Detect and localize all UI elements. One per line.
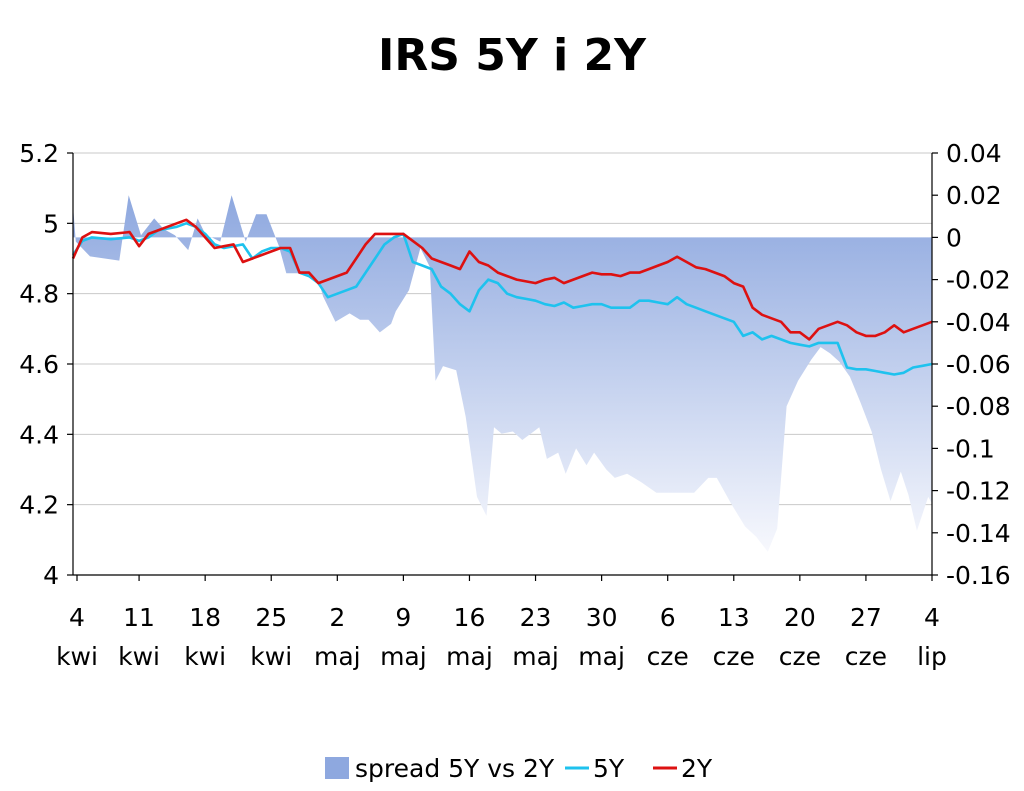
- x-tick-label-day: 23: [520, 603, 552, 632]
- y-right-tick-label: -0.16: [946, 561, 1011, 590]
- y-right-tick-label: 0: [946, 223, 962, 252]
- x-tick-label-month: kwi: [56, 642, 98, 671]
- x-tick-label-day: 2: [329, 603, 345, 632]
- x-tick-label-month: kwi: [184, 642, 226, 671]
- y-right-tick-label: -0.14: [946, 519, 1011, 548]
- x-tick-label-day: 27: [850, 603, 882, 632]
- x-tick-label-month: kwi: [250, 642, 292, 671]
- x-tick-label-month: maj: [512, 642, 559, 671]
- x-tick-label-day: 11: [123, 603, 155, 632]
- x-tick-label-month: cze: [713, 642, 755, 671]
- x-tick-label-month: cze: [647, 642, 689, 671]
- legend-label: 2Y: [681, 754, 713, 783]
- x-tick-label-month: kwi: [118, 642, 160, 671]
- x-tick-label-month: maj: [446, 642, 493, 671]
- series-line-5y: [71, 222, 933, 376]
- x-tick-label-day: 25: [255, 603, 287, 632]
- legend-label: 5Y: [593, 754, 625, 783]
- x-tick-label-month: lip: [917, 642, 947, 671]
- axes: 4 4.2 4.4 4.6 4.8 5 5.2 -0.16 -0.14 -0.12 -0.1 -0.0…: [19, 139, 1010, 671]
- y-left-tick-label: 4.2: [19, 491, 59, 520]
- series-area-spread: [73, 195, 932, 552]
- y-right-tick-label: -0.12: [946, 477, 1011, 506]
- series-line-2y: [71, 218, 933, 341]
- y-right-tick-label: -0.06: [946, 350, 1011, 379]
- series-lines-layer: [71, 218, 933, 376]
- legend-label: spread 5Y vs 2Y: [355, 754, 555, 783]
- chart-title: IRS 5Y i 2Y: [378, 30, 646, 81]
- x-tick-label-day: 4: [924, 603, 940, 632]
- x-tick-label-month: maj: [578, 642, 625, 671]
- y-left-tick-label: 4.8: [19, 280, 59, 309]
- x-tick-label-day: 18: [189, 603, 221, 632]
- y-left-tick-label: 4: [43, 561, 59, 590]
- x-tick-label-month: maj: [314, 642, 361, 671]
- y-right-tick-label: 0.04: [946, 139, 1002, 168]
- x-tick-label-day: 30: [586, 603, 618, 632]
- y-right-tick-label: 0.02: [946, 181, 1002, 210]
- y-left-tick-label: 4.4: [19, 420, 59, 449]
- y-left-tick-label: 5: [43, 209, 59, 238]
- y-right-tick-label: -0.04: [946, 308, 1011, 337]
- x-tick-label-month: cze: [845, 642, 887, 671]
- x-tick-label-month: maj: [380, 642, 427, 671]
- y-right-tick-label: -0.1: [946, 434, 995, 463]
- x-tick-label-day: 20: [784, 603, 816, 632]
- x-tick-label-day: 9: [395, 603, 411, 632]
- y-left-tick-label: 5.2: [19, 139, 59, 168]
- x-tick-label-month: cze: [779, 642, 821, 671]
- legend-swatch-spread: [325, 757, 349, 779]
- x-tick-label-day: 13: [718, 603, 750, 632]
- y-right-tick-label: -0.02: [946, 266, 1011, 295]
- legend: spread 5Y vs 2Y 5Y 2Y: [325, 754, 713, 783]
- y-right-tick-label: -0.08: [946, 392, 1011, 421]
- x-tick-label-day: 16: [454, 603, 486, 632]
- spread-area-layer: [73, 195, 932, 552]
- x-tick-label-day: 6: [660, 603, 676, 632]
- y-left-tick-label: 4.6: [19, 350, 59, 379]
- x-tick-label-day: 4: [69, 603, 85, 632]
